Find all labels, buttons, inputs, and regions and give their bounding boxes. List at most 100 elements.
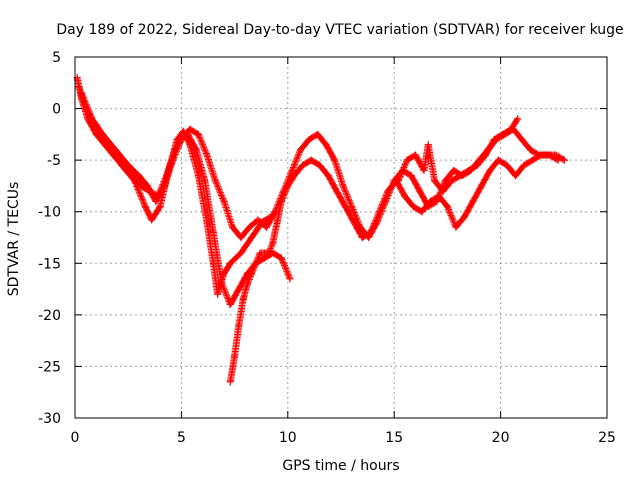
series-layer (73, 74, 568, 386)
data-point (490, 136, 498, 143)
data-point (254, 216, 262, 224)
data-point (160, 182, 168, 190)
data-point (465, 167, 473, 174)
data-point (403, 156, 411, 164)
data-point (137, 182, 145, 190)
series-trace-1 (73, 74, 275, 298)
data-point (307, 156, 315, 164)
x-tick-label: 15 (385, 430, 403, 446)
data-point (452, 223, 460, 231)
data-point (395, 177, 402, 185)
data-point (305, 136, 313, 143)
plot-border (74, 56, 608, 419)
data-point (177, 136, 185, 143)
data-point (358, 234, 366, 241)
series-trace-2 (75, 84, 294, 308)
data-point (211, 177, 219, 185)
data-point (339, 182, 347, 190)
data-point (277, 197, 285, 205)
y-tick-label: -10 (38, 205, 61, 221)
data-point (284, 182, 292, 190)
y-tick-label: -25 (38, 359, 61, 375)
data-point (341, 203, 349, 211)
data-point (88, 115, 96, 123)
data-point (420, 167, 428, 174)
data-point (248, 270, 256, 278)
data-point (495, 156, 502, 164)
data-point (290, 172, 298, 180)
data-point (418, 208, 426, 216)
y-tick-label: -30 (38, 411, 61, 427)
data-point (477, 182, 485, 190)
data-point (235, 285, 243, 293)
data-point (424, 141, 432, 149)
x-tick-label: 25 (598, 430, 616, 446)
data-point (554, 156, 562, 164)
grid-layer (75, 57, 607, 418)
data-point (194, 172, 202, 180)
data-point (412, 151, 419, 159)
data-point (252, 259, 260, 267)
data-point (220, 197, 228, 205)
data-point (514, 115, 522, 123)
data-point (322, 141, 330, 149)
data-point (469, 197, 477, 205)
data-point (460, 213, 468, 221)
data-point (375, 208, 383, 216)
x-tick-label: 10 (279, 430, 297, 446)
data-point (546, 151, 553, 159)
data-point (297, 146, 305, 154)
data-point (443, 203, 451, 211)
tick-layer: 0 5 10 15 20 25 5 0 -5 -10 -15 -20 -25 -30 (38, 50, 616, 446)
data-point (248, 234, 256, 241)
data-point (143, 182, 151, 190)
data-point (507, 125, 515, 133)
data-point (201, 177, 209, 185)
data-point (348, 203, 356, 211)
data-point (135, 172, 143, 180)
y-tick-label: 5 (52, 50, 61, 66)
data-point (456, 172, 464, 180)
data-point (529, 156, 536, 164)
data-point (152, 197, 160, 205)
data-point (156, 203, 164, 211)
data-point (512, 172, 519, 180)
data-point (331, 156, 339, 164)
data-point (203, 218, 211, 226)
data-point (237, 234, 245, 241)
y-axis-label: SDTVAR / TECUs (6, 182, 22, 297)
data-point (269, 239, 277, 247)
data-point (482, 151, 490, 159)
x-tick-label: 20 (492, 430, 510, 446)
data-point (314, 130, 322, 138)
data-point (243, 280, 251, 288)
data-point (288, 167, 296, 174)
y-tick-label: -5 (47, 153, 61, 169)
series-trace-5 (395, 115, 522, 195)
data-point (226, 259, 234, 267)
data-point (169, 156, 177, 164)
data-point (350, 218, 358, 226)
x-tick-label: 5 (177, 430, 186, 446)
data-point (431, 177, 439, 185)
data-point (450, 167, 458, 174)
data-point (203, 151, 211, 159)
data-point (473, 161, 481, 169)
data-point (316, 161, 324, 169)
data-point (265, 249, 273, 257)
chart-title: Day 189 of 2022, Sidereal Day-to-day VTE… (56, 22, 623, 38)
data-point (503, 161, 511, 169)
x-tick-label: 0 (71, 430, 80, 446)
data-point (324, 172, 332, 180)
data-point (448, 177, 456, 185)
data-point (186, 125, 194, 133)
data-point (214, 290, 222, 298)
data-point (141, 203, 149, 211)
data-point (486, 167, 494, 174)
y-tick-label: -15 (38, 256, 61, 272)
data-point (194, 130, 202, 138)
data-point (263, 223, 270, 231)
data-point (520, 161, 528, 169)
data-point (560, 156, 568, 164)
